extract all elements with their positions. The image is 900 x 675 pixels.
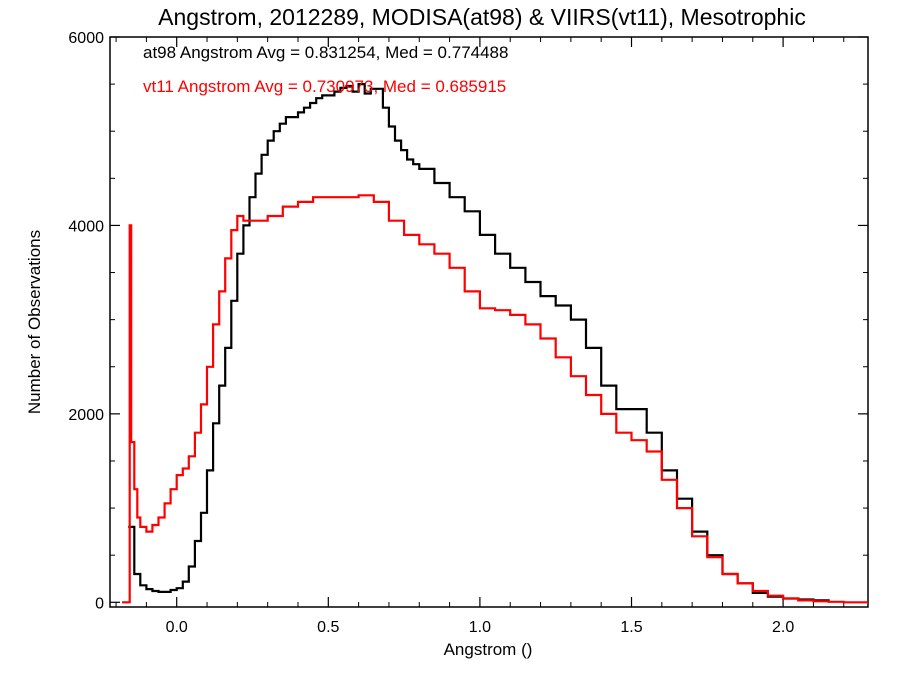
series-vt11-line (122, 194, 868, 604)
y-tick-label: 0 (95, 595, 104, 612)
x-tick-label: 0.5 (317, 619, 339, 636)
series-at98-line (128, 83, 830, 602)
series-layer (122, 83, 868, 604)
annotation-vt11: vt11 Angstrom Avg = 0.730973, Med = 0.68… (143, 77, 506, 96)
annotations: at98 Angstrom Avg = 0.831254, Med = 0.77… (143, 43, 508, 96)
y-tick-label: 4000 (68, 218, 104, 235)
x-axis-label: Angstrom () (444, 640, 533, 659)
plot-frame (109, 36, 869, 608)
y-tick-label: 2000 (68, 407, 104, 424)
x-tick-label: 0.0 (166, 619, 188, 636)
x-tick-label: 1.5 (620, 619, 642, 636)
chart-title: Angstrom, 2012289, MODISA(at98) & VIIRS(… (158, 4, 806, 30)
x-tick-label: 2.0 (772, 619, 794, 636)
x-axis-ticks: 0.0 0.5 1.0 1.5 2.0 (115, 37, 845, 636)
y-tick-label: 6000 (68, 30, 104, 47)
annotation-at98: at98 Angstrom Avg = 0.831254, Med = 0.77… (143, 43, 508, 62)
y-axis-label: Number of Observations (25, 230, 44, 414)
x-tick-label: 1.0 (469, 619, 491, 636)
y-axis-ticks: 0 2000 4000 6000 (68, 30, 868, 612)
